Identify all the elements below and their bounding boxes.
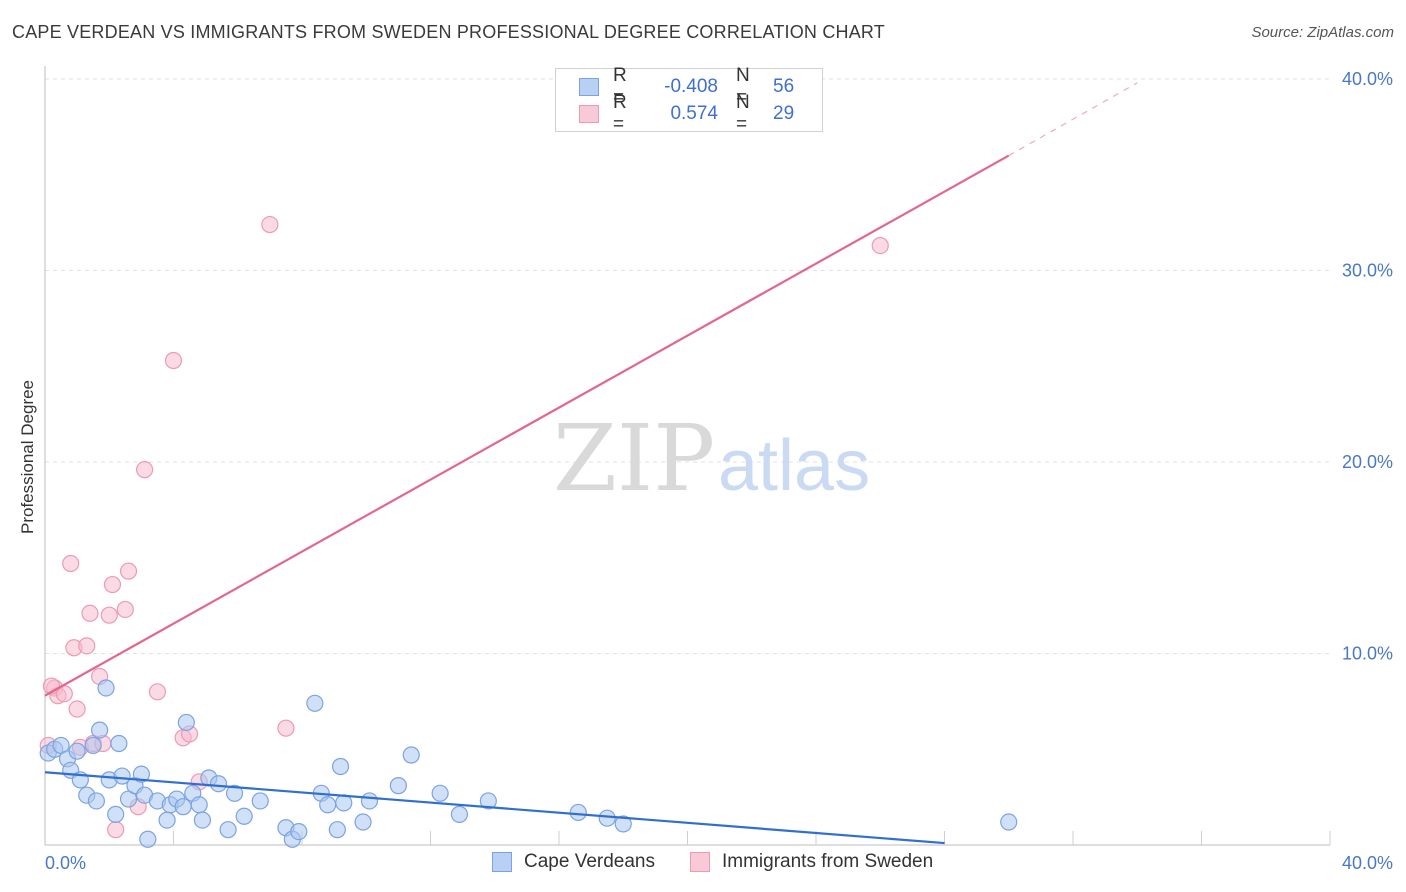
y-tick-labels: 10.0% 20.0% 30.0% 40.0% (1342, 69, 1393, 664)
chart-title: CAPE VERDEAN VS IMMIGRANTS FROM SWEDEN P… (12, 22, 885, 42)
legend-swatch-blue (492, 852, 512, 872)
data-point-sweden (78, 637, 96, 655)
trend-line-sweden (44, 154, 1010, 697)
data-point-cape-verdeans (87, 792, 106, 810)
legend-item-sweden: Immigrants from Sweden (690, 851, 933, 873)
data-point-cape-verdeans (209, 775, 228, 793)
y-tick-label: 20.0% (1342, 452, 1393, 472)
data-point-cape-verdeans (107, 805, 125, 823)
data-point-cape-verdeans (158, 811, 176, 829)
data-point-cape-verdeans (354, 813, 372, 831)
data-point-cape-verdeans (68, 742, 86, 760)
data-point-sweden (103, 575, 122, 594)
data-point-cape-verdeans (113, 767, 131, 785)
legend-r-label: R = (613, 65, 627, 108)
data-point-cape-verdeans (139, 830, 157, 848)
data-point-sweden (148, 683, 167, 701)
data-point-sweden (116, 600, 134, 619)
legend-r-value: -0.408 (664, 76, 718, 97)
data-point-sweden (68, 700, 86, 718)
x-tick-label: 40.0% (1342, 853, 1393, 873)
data-point-cape-verdeans (431, 784, 449, 802)
legend-n-value: 29 (773, 103, 795, 124)
data-point-cape-verdeans (290, 822, 308, 841)
y-tick-label: 40.0% (1342, 69, 1393, 89)
legend-label-sweden: Immigrants from Sweden (722, 851, 934, 872)
series-cape-verdeans-points (39, 679, 1018, 848)
legend-label-cape-verdeans: Cape Verdeans (524, 851, 655, 872)
legend-swatch-blue (579, 78, 599, 96)
data-point-cape-verdeans (328, 821, 346, 839)
watermark: ZIP atlas (553, 405, 870, 512)
data-point-sweden (62, 554, 80, 573)
data-point-cape-verdeans (614, 815, 632, 833)
data-point-cape-verdeans (132, 765, 150, 783)
legend-item-cape-verdeans: Cape Verdeans (492, 851, 655, 873)
legend-r-label: R = (613, 92, 627, 135)
legend-n-label: N = (736, 92, 750, 135)
data-point-cape-verdeans (319, 796, 337, 814)
data-point-cape-verdeans (190, 796, 208, 814)
correlation-legend: R = -0.408 N = 56 R = 0.574 N = 29 (555, 65, 823, 135)
legend-swatch-pink (690, 852, 710, 872)
y-tick-label: 10.0% (1342, 644, 1393, 664)
x-tick-label: 0.0% (45, 853, 86, 873)
data-point-cape-verdeans (97, 679, 115, 697)
data-point-cape-verdeans (91, 721, 109, 739)
watermark-zip: ZIP (553, 405, 715, 512)
data-point-cape-verdeans (193, 811, 212, 829)
data-point-sweden (135, 461, 154, 479)
data-point-sweden (261, 215, 279, 234)
trend-line-sweden-extension (1008, 82, 1138, 157)
data-point-cape-verdeans (569, 803, 587, 822)
series-legend: Cape Verdeans Immigrants from Sweden (0, 851, 1406, 877)
data-point-cape-verdeans (110, 734, 128, 753)
data-point-cape-verdeans (360, 792, 379, 810)
legend-n-label: N = (736, 65, 750, 108)
y-tick-label: 30.0% (1342, 261, 1393, 281)
data-point-cape-verdeans (479, 792, 497, 810)
trend-line-cape-verdeans (44, 771, 945, 845)
data-point-cape-verdeans (1000, 813, 1018, 831)
data-point-cape-verdeans (331, 757, 350, 776)
source-credit: Source: ZipAtlas.com (1251, 24, 1394, 41)
data-point-cape-verdeans (450, 805, 469, 823)
data-point-sweden (81, 604, 99, 622)
y-axis-label: Professional Degree (18, 380, 37, 534)
legend-n-value: 56 (773, 76, 795, 97)
data-point-cape-verdeans (225, 784, 244, 802)
watermark-atlas: atlas (718, 426, 870, 506)
data-point-sweden (119, 562, 138, 580)
legend-r-value: 0.574 (670, 103, 718, 124)
grid-lines (45, 78, 1330, 654)
data-point-cape-verdeans (174, 798, 192, 816)
series-sweden-points (39, 215, 889, 839)
data-point-cape-verdeans (219, 821, 237, 839)
data-point-sweden (107, 821, 125, 839)
legend-swatch-pink (579, 105, 599, 123)
data-point-cape-verdeans (306, 694, 324, 712)
x-tick-labels: 0.0% 40.0% (45, 853, 1393, 873)
data-point-cape-verdeans (389, 777, 407, 795)
data-point-cape-verdeans (251, 792, 269, 810)
data-point-sweden (871, 237, 889, 255)
data-point-cape-verdeans (84, 736, 102, 755)
data-point-sweden (164, 351, 183, 370)
data-point-cape-verdeans (598, 809, 616, 827)
data-point-sweden (100, 606, 118, 624)
data-point-cape-verdeans (177, 713, 195, 732)
trend-lines (44, 82, 1138, 845)
data-point-sweden (277, 719, 295, 737)
data-point-cape-verdeans (402, 746, 420, 764)
data-point-cape-verdeans (235, 807, 253, 825)
